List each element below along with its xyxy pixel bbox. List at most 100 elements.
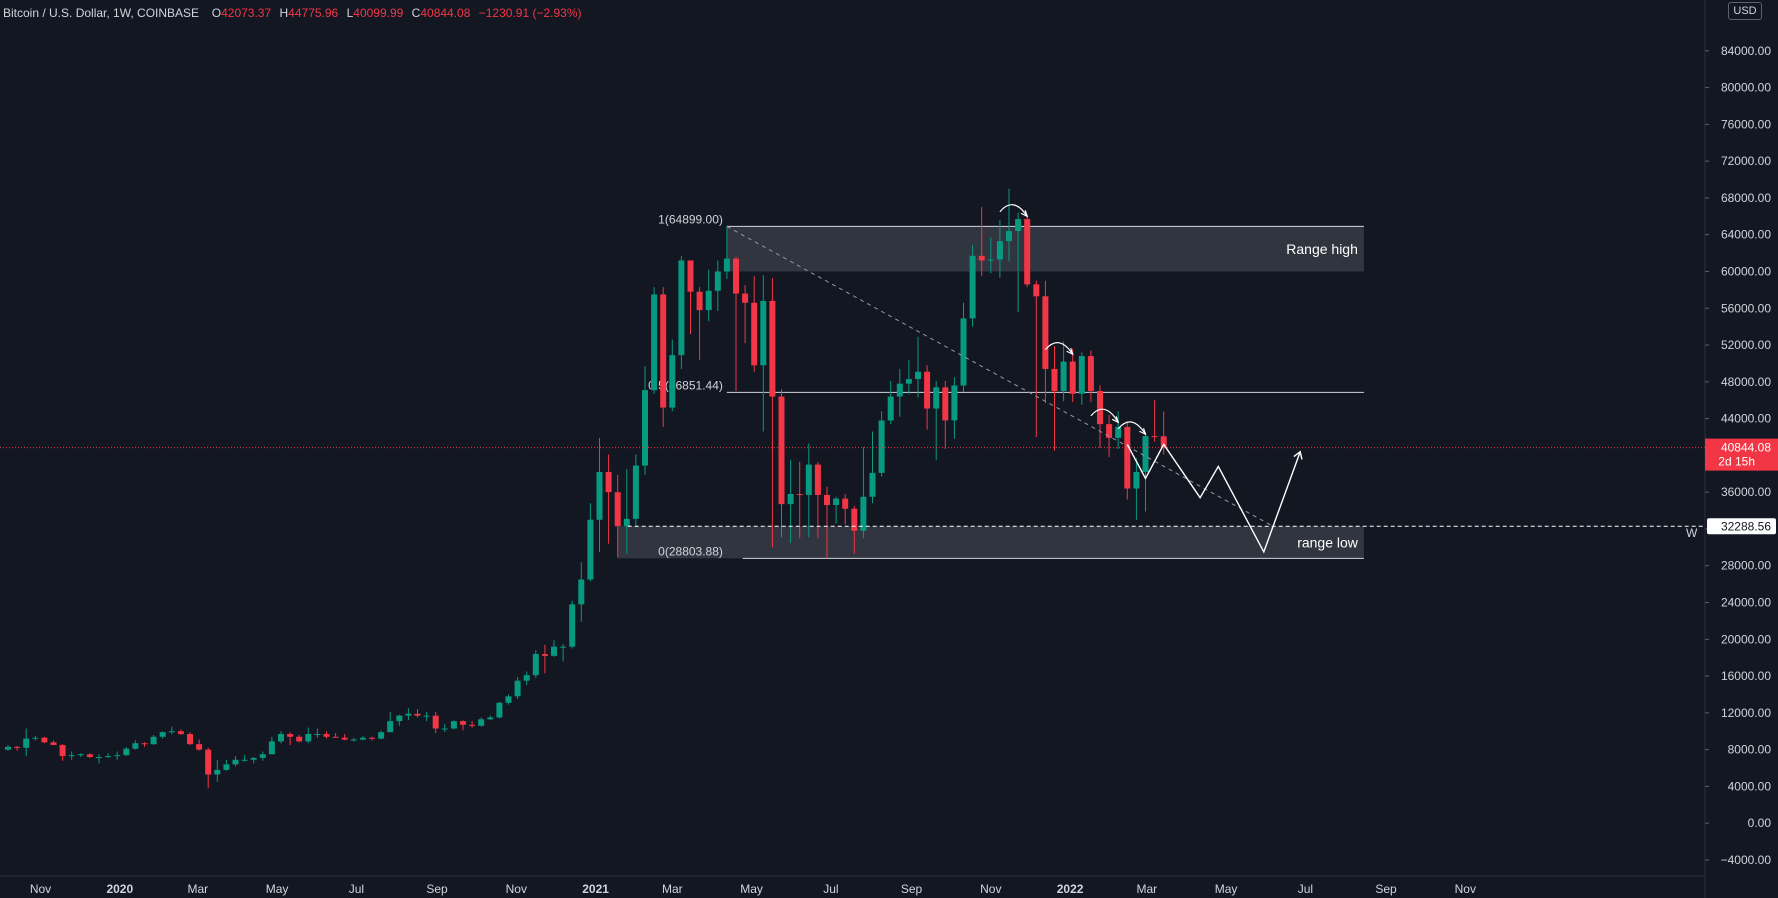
candle-body	[150, 736, 157, 745]
candle-body	[551, 646, 557, 656]
candle-body	[1124, 426, 1131, 489]
price-tick-label: 48000.00	[1721, 375, 1771, 389]
candle-body	[814, 464, 821, 495]
candle-body	[614, 492, 621, 527]
price-tick-label: 8000.00	[1728, 743, 1772, 757]
candle-body	[241, 759, 248, 761]
time-tick-label: Sep	[426, 882, 448, 896]
symbol-name: Bitcoin / U.S. Dollar, 1W, COINBASE	[3, 6, 200, 20]
rollover-arrowhead	[1020, 210, 1029, 218]
candle-body	[1015, 219, 1022, 232]
time-tick-label: Jul	[349, 882, 364, 896]
candle-body	[569, 604, 576, 647]
candle-body	[678, 260, 685, 356]
candle-body	[896, 383, 903, 397]
candle-body	[1097, 391, 1103, 425]
candle-body	[605, 471, 612, 493]
candle-body	[305, 734, 312, 742]
candle-body	[296, 736, 303, 742]
range-zone	[617, 526, 1364, 559]
candle-body	[59, 745, 66, 757]
candle-body	[878, 420, 885, 473]
candle-body	[1051, 368, 1058, 392]
candle-body	[1115, 426, 1122, 438]
support-price-value: 32288.56	[1721, 519, 1771, 533]
candle-body	[5, 746, 11, 750]
projection-arrowhead	[1293, 450, 1303, 460]
candle-body	[915, 371, 921, 380]
candle-body	[168, 731, 175, 733]
candle-body	[487, 717, 494, 720]
candle-body	[478, 719, 485, 726]
candle-body	[223, 764, 230, 770]
candle-body	[423, 715, 430, 717]
candle-body	[578, 579, 585, 605]
time-tick-label: Nov	[980, 882, 1001, 896]
candle-body	[969, 255, 976, 319]
candle-body	[332, 736, 339, 738]
rollover-arrow	[999, 204, 1028, 217]
time-tick-label: Jul	[823, 882, 838, 896]
symbol-legend: Bitcoin / U.S. Dollar, 1W, COINBASE O420…	[3, 6, 587, 20]
candle-body	[787, 494, 794, 505]
candle-body	[714, 271, 721, 291]
candle-body	[905, 379, 912, 384]
time-tick-label: Sep	[901, 882, 923, 896]
price-tick-label: 16000.00	[1721, 669, 1771, 683]
candle-body	[1006, 231, 1012, 242]
low-value: 40099.99	[353, 6, 404, 20]
candle-body	[951, 385, 958, 421]
price-tick-label: 64000.00	[1721, 228, 1771, 242]
time-tick-label: Nov	[506, 882, 527, 896]
time-tick-label: Jul	[1298, 882, 1313, 896]
candle-body	[942, 387, 949, 421]
current-price-value: 40844.08	[1721, 441, 1771, 455]
time-tick-label: 2022	[1057, 882, 1084, 896]
candle-body	[187, 734, 193, 745]
candle-body	[196, 744, 203, 750]
candle-body	[778, 396, 785, 505]
candle-body	[660, 294, 667, 408]
candle-body	[596, 471, 603, 520]
candle-body	[833, 498, 840, 506]
candle-body	[387, 721, 394, 733]
currency-badge[interactable]: USD	[1728, 2, 1762, 20]
price-tick-label: 60000.00	[1721, 264, 1771, 278]
candle-body	[341, 737, 348, 740]
candle-body	[523, 675, 530, 681]
candle-body	[23, 738, 30, 748]
candle-body	[541, 654, 548, 656]
price-tick-label: 36000.00	[1721, 485, 1771, 499]
candles-layer	[5, 188, 1167, 789]
candle-body	[805, 464, 812, 495]
time-tick-label: Mar	[187, 882, 208, 896]
candle-body	[441, 728, 448, 730]
price-tick-label: 12000.00	[1721, 706, 1771, 720]
time-tick-label: 2020	[106, 882, 133, 896]
time-tick-label: 2021	[582, 882, 609, 896]
candle-body	[405, 713, 412, 716]
candle-body	[751, 302, 758, 366]
candle-body	[287, 734, 294, 737]
candle-body	[414, 713, 421, 716]
candle-body	[268, 741, 275, 755]
candle-body	[769, 300, 776, 397]
candle-body	[987, 259, 994, 261]
fib-level-label: 0(28803.88)	[658, 544, 723, 558]
price-tick-label: 52000.00	[1721, 338, 1771, 352]
candle-body	[869, 472, 876, 497]
candle-body	[469, 724, 476, 726]
rollover-arrowhead	[1111, 416, 1120, 424]
candle-body	[933, 387, 940, 409]
candle-body	[632, 465, 639, 519]
price-tick-label: 4000.00	[1728, 779, 1772, 793]
candle-body	[860, 496, 867, 531]
open-value: 42073.37	[221, 6, 272, 20]
candle-body	[560, 646, 567, 648]
price-tick-label: 56000.00	[1721, 301, 1771, 315]
candle-body	[960, 318, 967, 386]
candle-body	[369, 737, 375, 739]
candle-body	[378, 732, 385, 739]
